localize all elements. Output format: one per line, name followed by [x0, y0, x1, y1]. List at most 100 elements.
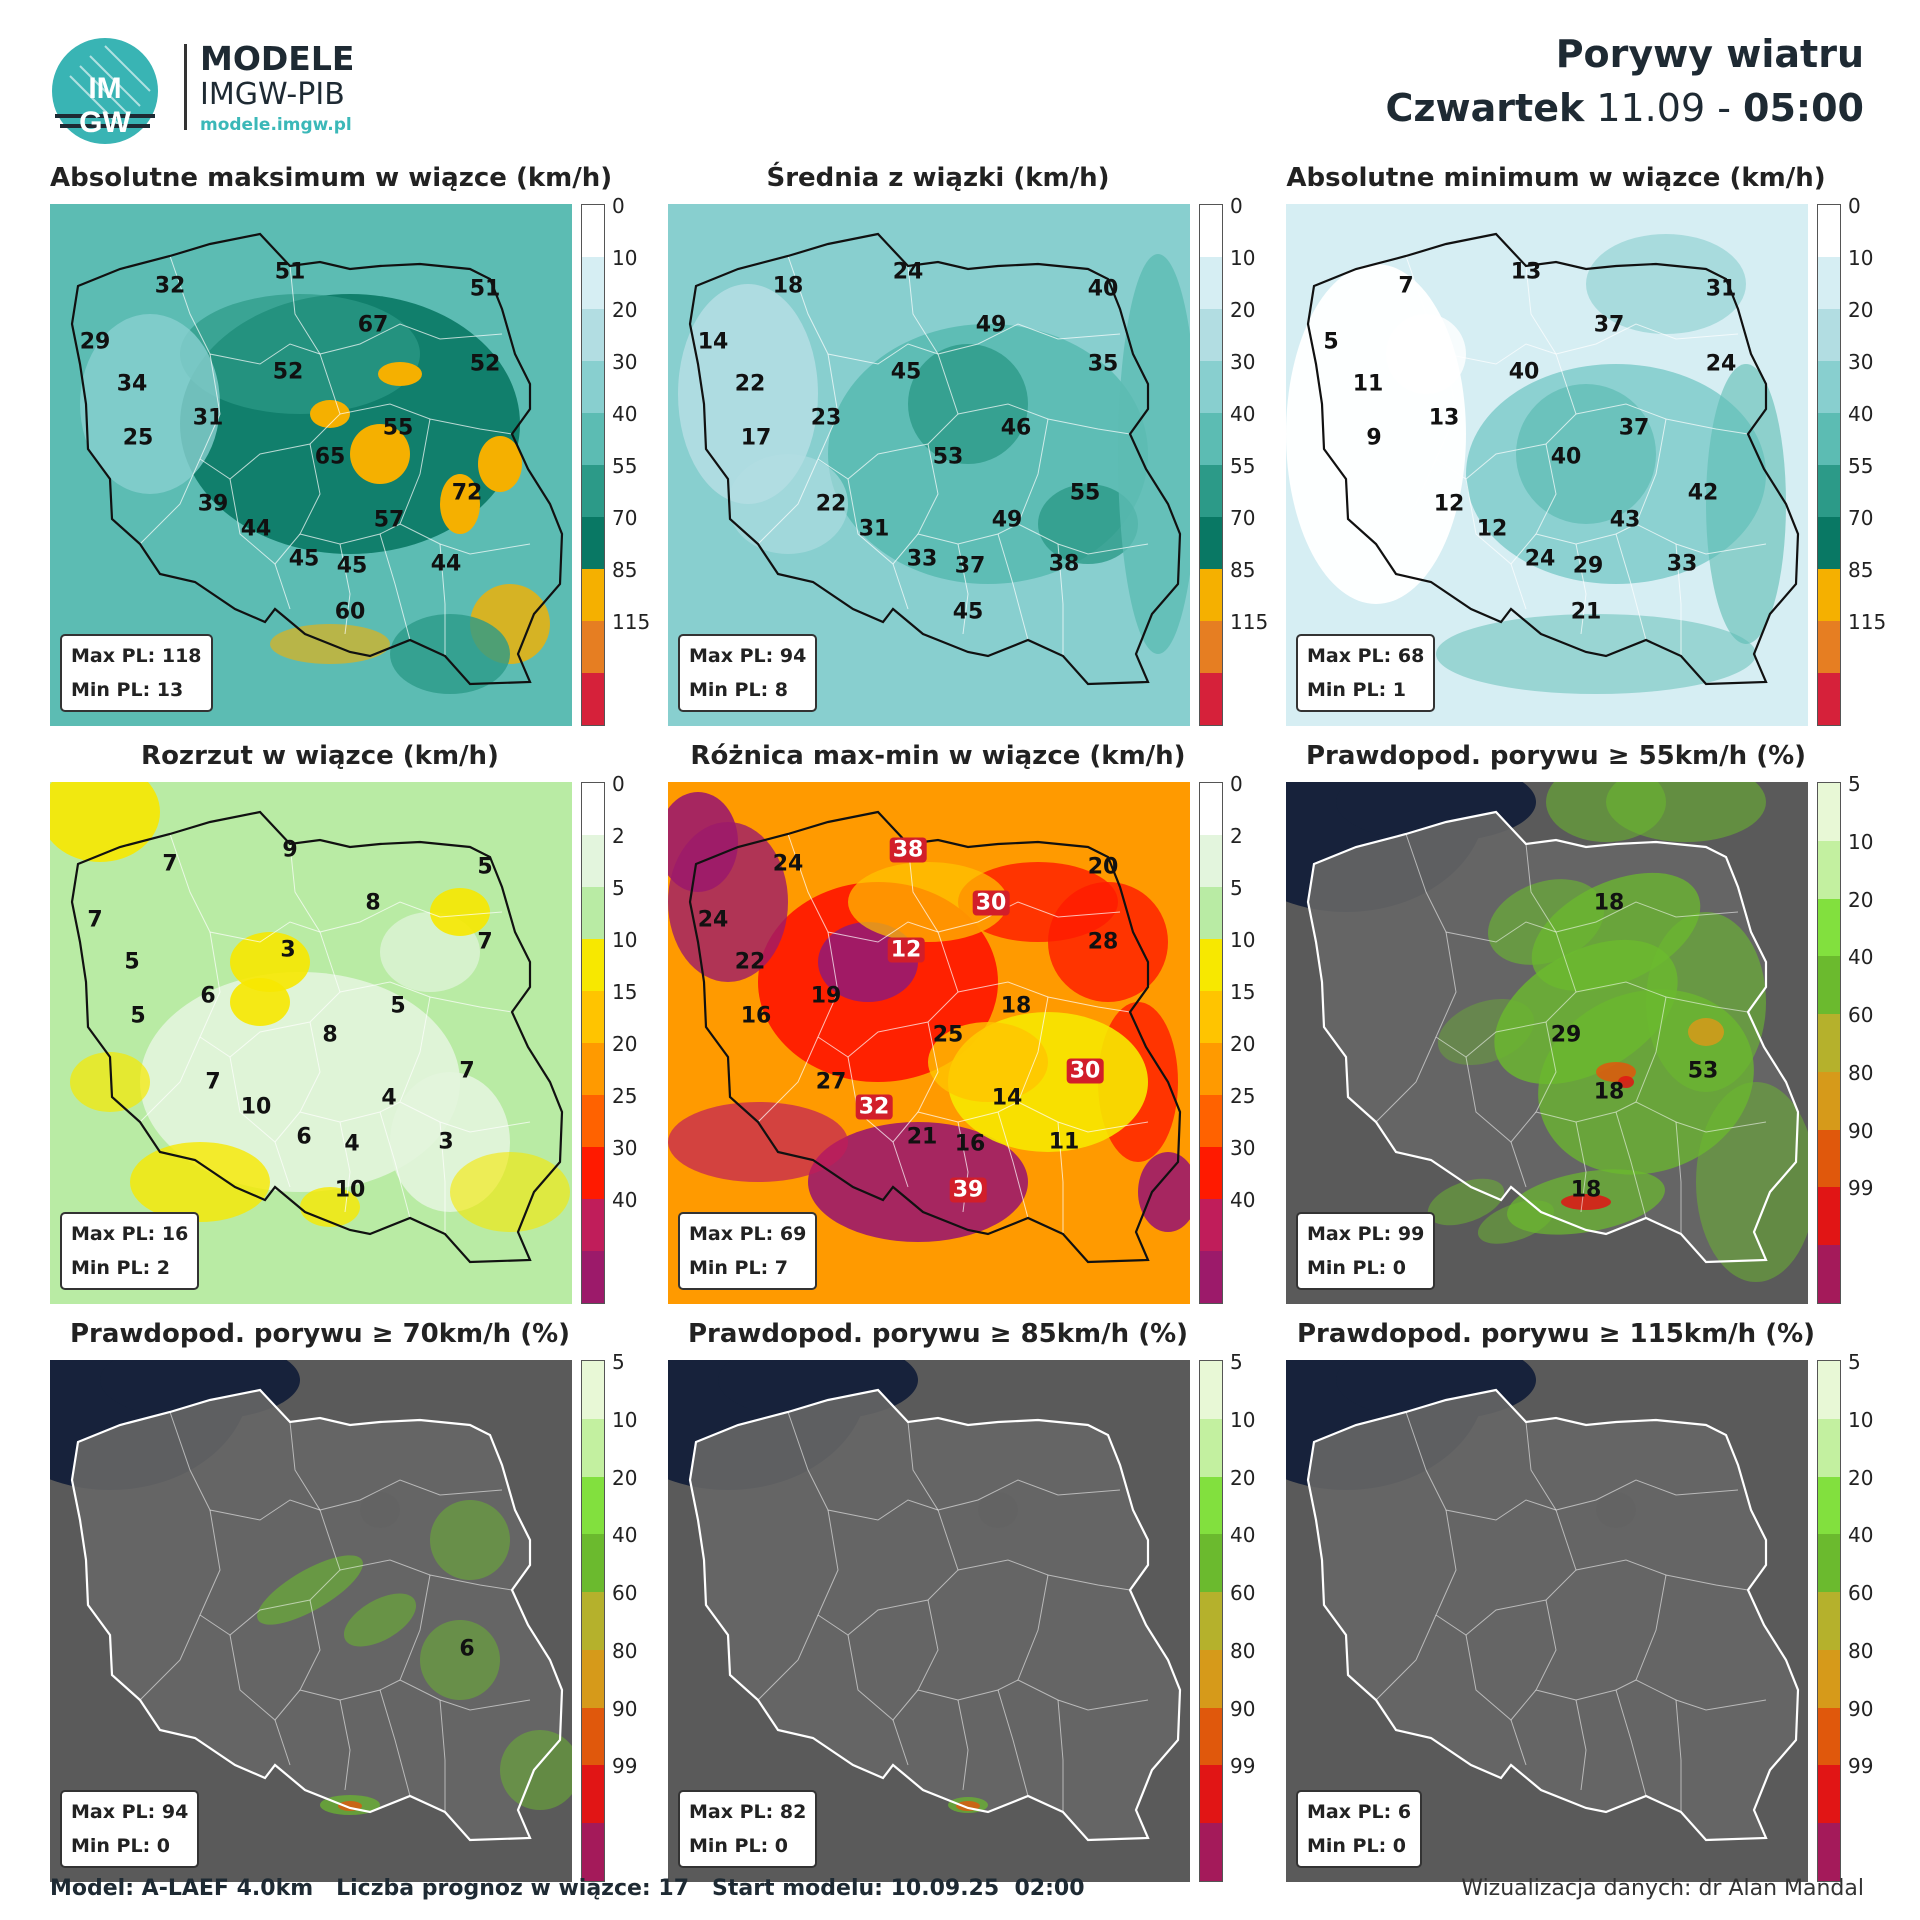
colorbar-label: 115 — [612, 610, 651, 634]
map-value-label: 21 — [1570, 599, 1602, 625]
map-view[interactable]: 51 32 51 29 67 52 34 52 31 55 25 65 72 39 57 44 45 45 44 60… — [50, 204, 572, 726]
map-value-label: 19 — [810, 983, 842, 1009]
map-value-label: 17 — [740, 425, 772, 451]
colorbar-segment — [582, 1707, 604, 1766]
map-value-label: 7 — [205, 1069, 221, 1095]
map-view[interactable]: 6 Max PL: 94 Min PL: 0 — [50, 1360, 572, 1882]
colorbar-label: 0 — [612, 772, 625, 796]
colorbar-segment — [582, 361, 604, 413]
colorbar-segment — [1200, 1251, 1222, 1303]
max-pl-label: Max PL: 82 — [689, 1801, 807, 1823]
colorbar-label: 40 — [612, 402, 638, 426]
colorbar-label: 30 — [1230, 350, 1256, 374]
colorbar-label: 10 — [1230, 246, 1256, 270]
colorbar-segment — [1200, 991, 1222, 1043]
map-value-label: 44 — [240, 516, 272, 542]
colorbar-label: 40 — [1230, 402, 1256, 426]
colorbar — [1817, 782, 1841, 1304]
colorbar-label: 20 — [612, 298, 638, 322]
colorbar-label: 60 — [1848, 1581, 1874, 1606]
colorbar-label: 0 — [1848, 194, 1861, 218]
map-value-label: 6 — [200, 983, 216, 1009]
colorbar-segment — [1200, 205, 1222, 257]
map-view[interactable]: 9 7 5 7 8 3 5 7 6 5 5 8 7 7 4 10 6 4 3 10 Max PL: 16 Min PL: … — [50, 782, 572, 1304]
colorbar-label: 10 — [612, 1407, 638, 1432]
colorbar-label: 20 — [1230, 1032, 1256, 1056]
forecast-datetime: Czwartek 11.09 - 05:00 — [1386, 80, 1864, 136]
map-value-label: 27 — [815, 1069, 847, 1095]
brand-url[interactable]: modele.imgw.pl — [200, 115, 352, 135]
map-view[interactable]: 18 29 18 53 18 Max PL: 99 Min PL: 0 — [1286, 782, 1808, 1304]
map-value-label: 12 — [1433, 491, 1465, 517]
colorbar — [1199, 1360, 1223, 1882]
colorbar-segment — [1818, 1592, 1840, 1650]
map-value-label: 45 — [336, 553, 368, 579]
colorbar-segment — [1818, 1823, 1840, 1881]
map-value-label: 46 — [1000, 415, 1032, 441]
forecast-day: Czwartek — [1385, 86, 1585, 130]
map-value-label: 5 — [390, 993, 406, 1019]
map-value-label: 30 — [972, 890, 1010, 916]
colorbar-segment — [1818, 361, 1840, 413]
colorbar-segment — [582, 517, 604, 569]
map-value-label: 45 — [952, 599, 984, 625]
map-value-label: 42 — [1687, 480, 1719, 506]
colorbar-label: 30 — [612, 350, 638, 374]
colorbar-segment — [1200, 1361, 1222, 1419]
map-value-label: 72 — [451, 480, 483, 506]
colorbar-segment — [1818, 257, 1840, 309]
colorbar-segment — [582, 1592, 604, 1650]
colorbar-segment — [582, 1199, 604, 1251]
colorbar-segment — [1200, 835, 1222, 887]
colorbar-label: 0 — [1230, 194, 1243, 218]
colorbar — [581, 204, 605, 726]
map-view[interactable]: 24 18 40 14 49 45 22 35 23 46 17 53 55 22 49 31 33 37 38 45… — [668, 204, 1190, 726]
colorbar-segment — [1200, 517, 1222, 569]
map-value-label: 55 — [382, 415, 414, 441]
map-value-label: 18 — [1570, 1177, 1602, 1203]
colorbar-label: 15 — [612, 980, 638, 1004]
colorbar-label: 90 — [612, 1696, 638, 1721]
poland-border — [70, 810, 564, 1264]
map-view[interactable]: Max PL: 82 Min PL: 0 — [668, 1360, 1190, 1882]
colorbar-segment — [1200, 1476, 1222, 1535]
colorbar-segment — [582, 783, 604, 835]
panel-title: Średnia z wiązki (km/h) — [766, 163, 1110, 193]
poland-border — [688, 1388, 1182, 1842]
colorbar-segment — [582, 569, 604, 621]
colorbar-segment — [1200, 1592, 1222, 1650]
panel-prob-115: Prawdopod. porywu ≥ 115km/h (%) Max PL: 6… — [1286, 1316, 1896, 1896]
colorbar-segment — [582, 939, 604, 991]
colorbar-label: 5 — [612, 876, 625, 900]
map-value-label: 14 — [991, 1085, 1023, 1111]
colorbar-segment — [582, 887, 604, 939]
map-value-label: 29 — [79, 329, 111, 355]
colorbar-label: 30 — [1230, 1136, 1256, 1160]
min-pl-label: Min PL: 1 — [1307, 679, 1407, 701]
map-value-label: 12 — [1476, 516, 1508, 542]
colorbar-label: 30 — [1848, 350, 1874, 374]
map-value-label: 65 — [314, 444, 346, 470]
map-value-label: 12 — [887, 937, 925, 963]
colorbar-segment — [582, 205, 604, 257]
stats-box: Max PL: 82 Min PL: 0 — [678, 1790, 818, 1868]
colorbar — [1817, 1360, 1841, 1882]
colorbar-label: 60 — [1230, 1581, 1256, 1606]
map-value-label: 55 — [1069, 480, 1101, 506]
colorbar-segment — [1200, 621, 1222, 673]
map-value-label: 53 — [1687, 1058, 1719, 1084]
colorbar-segment — [1200, 1534, 1222, 1593]
colorbar — [1199, 204, 1223, 726]
map-view[interactable]: Max PL: 6 Min PL: 0 — [1286, 1360, 1808, 1882]
brand-subtitle: IMGW-PIB — [200, 77, 345, 112]
colorbar — [581, 782, 605, 1304]
map-value-label: 60 — [334, 599, 366, 625]
map-view[interactable]: 13 7 31 5 37 40 11 24 13 37 9 40 42 12 43 12 24 29 33 21 Max… — [1286, 204, 1808, 726]
map-canvas — [668, 1360, 1190, 1882]
colorbar-label: 10 — [612, 928, 638, 952]
map-value-label: 38 — [1048, 551, 1080, 577]
map-view[interactable]: 38 24 20 24 30 12 22 28 19 18 16 25 30 27 14 32 21 16 11 39… — [668, 782, 1190, 1304]
colorbar-segment — [1200, 1418, 1222, 1477]
colorbar-label: 90 — [1230, 1696, 1256, 1721]
map-value-label: 3 — [438, 1129, 454, 1155]
